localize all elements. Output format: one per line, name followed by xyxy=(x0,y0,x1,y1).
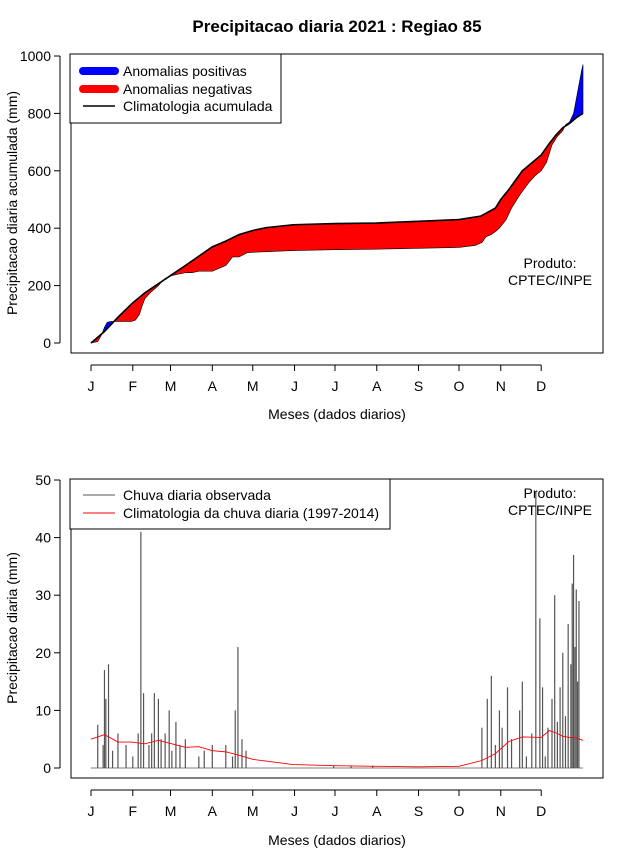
top-x-tick-label: O xyxy=(454,378,465,394)
bottom-x-tick-label: D xyxy=(536,803,546,819)
bottom-x-axis-label: Meses (dados diarios) xyxy=(268,832,406,848)
bottom-x-tick-label: A xyxy=(372,803,382,819)
bottom-x-tick-label: S xyxy=(414,803,423,819)
top-chart: J F M A M J J A S O N D 0 200 400 600 800 1000 xyxy=(20,48,604,394)
top-x-tick-label: J xyxy=(331,378,338,394)
bottom-x-tick-label: J xyxy=(88,803,95,819)
legend-label-climatology: Climatologia acumulada xyxy=(123,98,273,114)
bottom-x-tick-label: J xyxy=(291,803,298,819)
top-y-tick-label: 800 xyxy=(28,105,52,121)
legend-label-daily-climatology: Climatologia da chuva diaria (1997-2014) xyxy=(123,505,379,521)
bottom-y-tick-label: 30 xyxy=(35,587,51,603)
legend-label-negative: Anomalias negativas xyxy=(123,81,252,97)
bottom-x-tick-label: N xyxy=(496,803,506,819)
top-x-tick-label: A xyxy=(372,378,382,394)
top-x-tick-label: D xyxy=(536,378,546,394)
bottom-y-tick-label: 50 xyxy=(35,472,51,488)
daily-climatology-line xyxy=(90,730,584,768)
top-legend: Anomalias positivas Anomalias negativas … xyxy=(69,53,282,124)
climatology-cumulative-line xyxy=(90,112,584,344)
top-y-tick-label: 200 xyxy=(28,278,52,294)
top-x-tick-label: N xyxy=(496,378,506,394)
top-plot-frame xyxy=(70,53,604,354)
top-x-tick-label: J xyxy=(88,378,95,394)
bottom-x-tick-label: J xyxy=(331,803,338,819)
chart-title: Precipitacao diaria 2021 : Regiao 85 xyxy=(192,17,481,36)
bottom-x-tick-label: A xyxy=(208,803,218,819)
top-x-axis-label: Meses (dados diarios) xyxy=(268,406,406,422)
top-y-axis-label: Precipitacao diaria acumulada (mm) xyxy=(4,91,20,315)
bottom-annotation-line1: Produto: xyxy=(524,485,577,501)
top-annotation-line2: CPTEC/INPE xyxy=(508,272,592,288)
bottom-x-tick-label: O xyxy=(454,803,465,819)
bottom-x-tick-label: M xyxy=(247,803,259,819)
legend-label-positive: Anomalias positivas xyxy=(123,63,247,79)
bottom-y-tick-label: 10 xyxy=(35,702,51,718)
bottom-legend-box xyxy=(69,478,391,530)
negative-anomaly-area xyxy=(113,280,164,322)
bottom-legend: Chuva diaria observada Climatologia da c… xyxy=(69,478,391,530)
top-x-tick-label: M xyxy=(165,378,177,394)
negative-anomaly-area xyxy=(167,126,566,278)
bottom-y-axis-label: Precipitacao diaria (mm) xyxy=(4,552,20,704)
top-x-tick-label: S xyxy=(414,378,423,394)
top-y-tick-label: 1000 xyxy=(20,48,51,64)
top-x-tick-label: J xyxy=(291,378,298,394)
bottom-y-tick-label: 0 xyxy=(43,760,51,776)
top-annotation-line1: Produto: xyxy=(524,255,577,271)
top-x-tick-label: M xyxy=(247,378,259,394)
top-x-tick-label: F xyxy=(129,378,138,394)
top-y-tick-label: 0 xyxy=(43,335,51,351)
bottom-x-tick-label: F xyxy=(129,803,138,819)
bottom-y-tick-label: 20 xyxy=(35,645,51,661)
bottom-x-tick-label: M xyxy=(165,803,177,819)
top-x-tick-label: A xyxy=(208,378,218,394)
bottom-annotation-line2: CPTEC/INPE xyxy=(508,502,592,518)
positive-anomaly-area xyxy=(564,64,584,127)
legend-label-observed: Chuva diaria observada xyxy=(123,487,271,503)
top-y-tick-label: 600 xyxy=(28,163,52,179)
bottom-y-tick-label: 40 xyxy=(35,530,51,546)
top-y-tick-label: 400 xyxy=(28,220,52,236)
